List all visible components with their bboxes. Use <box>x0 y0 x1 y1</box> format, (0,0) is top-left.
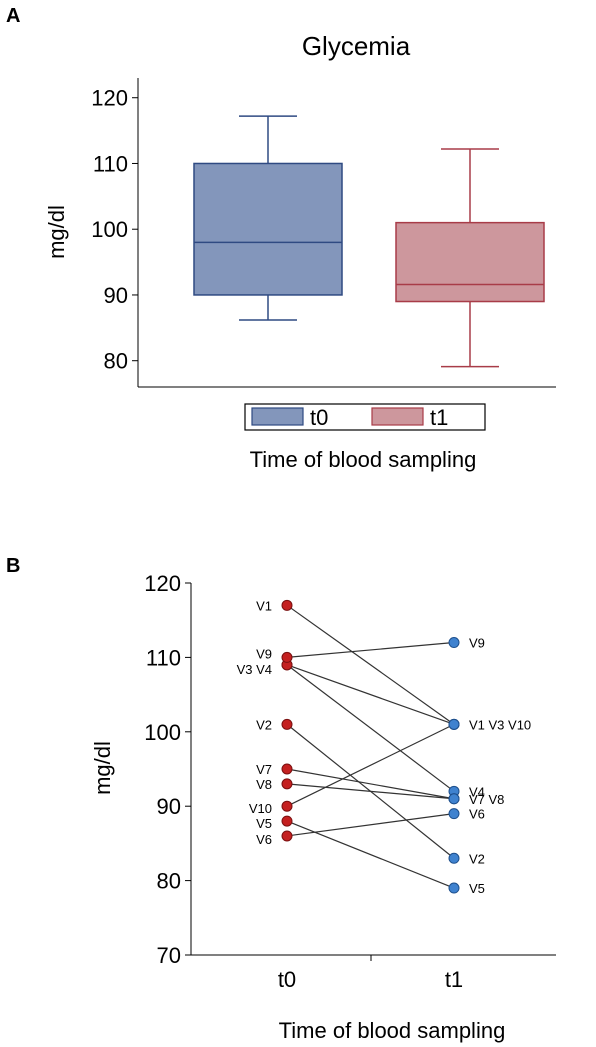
y-tick-label: 110 <box>146 645 181 670</box>
point-label-t0: V8 <box>256 777 272 792</box>
point-t0-V9 <box>281 651 293 663</box>
point-label-t1: V2 <box>469 851 485 866</box>
point-label-t1: V7 V8 <box>469 792 504 807</box>
panel-b-letter: B <box>6 555 20 577</box>
subject-line-V9 <box>286 641 455 658</box>
point-t1-V6 <box>448 808 460 820</box>
legend-swatch-t0 <box>251 407 304 426</box>
box-t1 <box>395 221 545 303</box>
chart-b-ylabel: mg/dl <box>90 741 115 795</box>
y-tick-label: 100 <box>91 217 128 242</box>
point-t0-V7 <box>281 763 293 775</box>
point-label-t0: V1 <box>256 598 272 613</box>
point-t0-V1 <box>281 599 293 611</box>
y-tick-label: 120 <box>144 571 181 596</box>
point-label-t0: V5 <box>256 816 272 831</box>
chart-a-xlabel: Time of blood sampling <box>250 447 477 472</box>
y-tick-label: 90 <box>104 283 128 308</box>
legend-swatch-t1 <box>371 407 424 426</box>
point-t1-V2 <box>448 852 460 864</box>
subject-line-V6 <box>286 813 455 837</box>
point-label-t1: V4 <box>469 784 485 799</box>
y-tick-label: 70 <box>157 943 181 968</box>
point-t0-V5 <box>281 815 293 827</box>
x-tick-label-t0: t0 <box>278 967 296 992</box>
point-t1-V5 <box>448 882 460 894</box>
box-t0 <box>193 162 343 296</box>
subject-line-V7 <box>286 768 455 800</box>
point-t0-V8 <box>281 778 293 790</box>
subject-line-V5 <box>286 820 455 889</box>
panel-b: B mg/dl Time of blood sampling 70 80 90 100… <box>6 555 556 1043</box>
chart-a-plot: 80 90 100 110 120 t0 t1 <box>91 78 556 431</box>
x-tick-label-t1: t1 <box>445 967 463 992</box>
panel-a-letter: A <box>6 5 20 27</box>
legend-label-t1: t1 <box>430 405 448 430</box>
point-label-t1: V6 <box>469 807 485 822</box>
panel-a: A Glycemia mg/dl Time of blood sampling … <box>6 5 556 472</box>
point-label-t1: V9 <box>469 636 485 651</box>
point-label-t0: V6 <box>256 832 272 847</box>
point-t0-V6 <box>281 830 293 842</box>
y-tick-label: 80 <box>104 349 128 374</box>
y-tick-label: 80 <box>157 869 181 894</box>
y-tick-label: 90 <box>157 794 181 819</box>
subject-line-V3 <box>286 664 455 725</box>
subject-line-V4 <box>286 664 455 792</box>
chart-a-ylabel: mg/dl <box>44 205 69 259</box>
y-tick-label: 120 <box>91 86 128 111</box>
subject-line-V8 <box>286 783 455 800</box>
point-t1-V8 <box>448 793 460 805</box>
subject-line-V10 <box>286 723 455 807</box>
point-label-t1: V5 <box>469 881 485 896</box>
point-label-t0: V7 <box>256 762 272 777</box>
point-label-t0: V2 <box>256 717 272 732</box>
point-label-t0: V9 <box>256 646 272 661</box>
point-label-t0: V3 V4 <box>237 662 272 677</box>
y-tick-label: 110 <box>93 151 128 176</box>
y-tick-label: 100 <box>144 720 181 745</box>
legend-label-t0: t0 <box>310 405 328 430</box>
point-t1-V10 <box>448 718 460 730</box>
legend: t0 t1 <box>244 403 486 431</box>
point-t0-V2 <box>281 718 293 730</box>
point-t0-V10 <box>281 800 293 812</box>
point-label-t0: V10 <box>249 801 272 816</box>
point-t1-V9 <box>448 637 460 649</box>
subject-line-V1 <box>286 604 455 725</box>
point-label-t1: V1 V3 V10 <box>469 717 531 732</box>
chart-b-xlabel: Time of blood sampling <box>279 1018 506 1043</box>
chart-a-title: Glycemia <box>302 31 411 61</box>
